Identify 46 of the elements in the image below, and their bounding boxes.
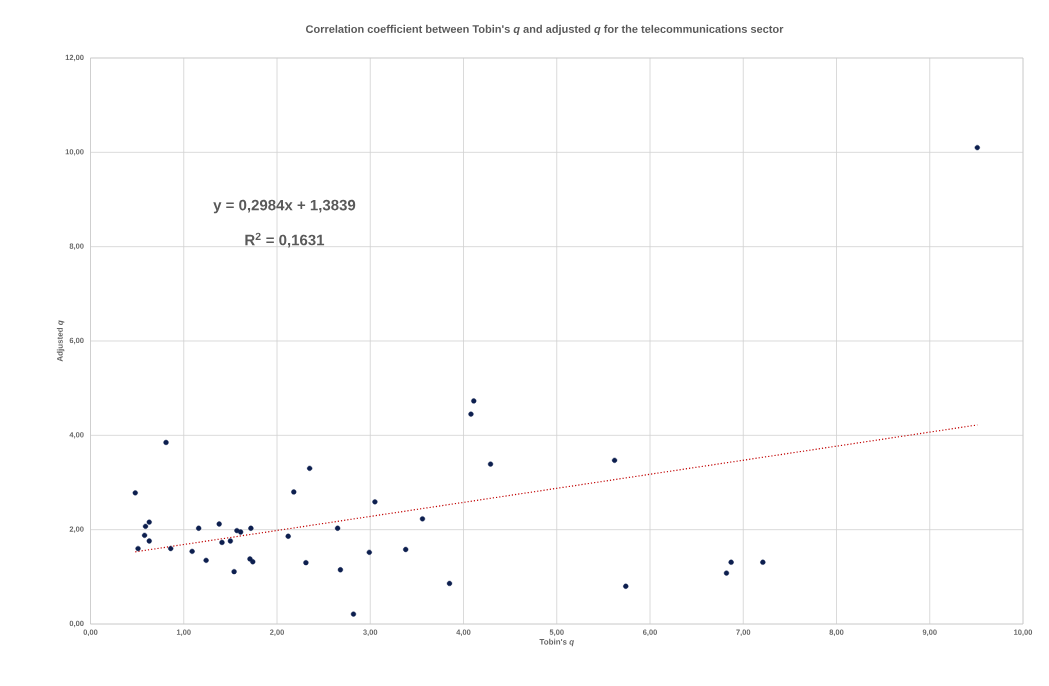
point: [611, 457, 618, 463]
point: [372, 499, 378, 505]
point: [403, 546, 409, 553]
point: [723, 570, 730, 576]
point: [350, 611, 357, 617]
point: [141, 532, 148, 538]
point: [250, 559, 256, 565]
point: [234, 528, 240, 534]
point: [142, 523, 149, 529]
point: [471, 398, 477, 404]
point: [446, 580, 453, 587]
point: [203, 557, 209, 563]
point: [760, 559, 766, 565]
point: [163, 439, 169, 446]
point: [135, 545, 141, 552]
point: [189, 548, 195, 554]
point: [728, 559, 734, 565]
annotation: y = 0,2984x + 1,3839: [213, 199, 356, 214]
point: [285, 533, 291, 539]
point: [219, 539, 225, 545]
point: [366, 549, 372, 555]
point: [974, 145, 980, 151]
point: [307, 465, 313, 471]
point: [168, 545, 174, 552]
point: [291, 489, 297, 495]
chart-title: Correlation coefficient between Tobin's q and adjusted q for the telecommunications sector: [306, 24, 784, 36]
x-axis-title: Tobin's q: [539, 638, 574, 647]
point: [303, 560, 309, 566]
y-axis-title: Adjusted q: [56, 320, 65, 362]
point: [231, 569, 237, 575]
point: [146, 538, 152, 544]
point: [335, 525, 341, 531]
point: [337, 567, 344, 573]
point: [238, 529, 244, 535]
point: [623, 583, 629, 589]
point: [419, 516, 426, 522]
point: [248, 525, 254, 531]
point: [487, 461, 494, 467]
point: [227, 538, 233, 544]
point: [132, 490, 138, 496]
annotation: R$^{2}$ = 0,1631: [245, 232, 325, 248]
point: [468, 411, 474, 417]
point: [247, 556, 253, 562]
point: [196, 525, 202, 531]
point: [146, 519, 152, 525]
point: [216, 521, 222, 527]
